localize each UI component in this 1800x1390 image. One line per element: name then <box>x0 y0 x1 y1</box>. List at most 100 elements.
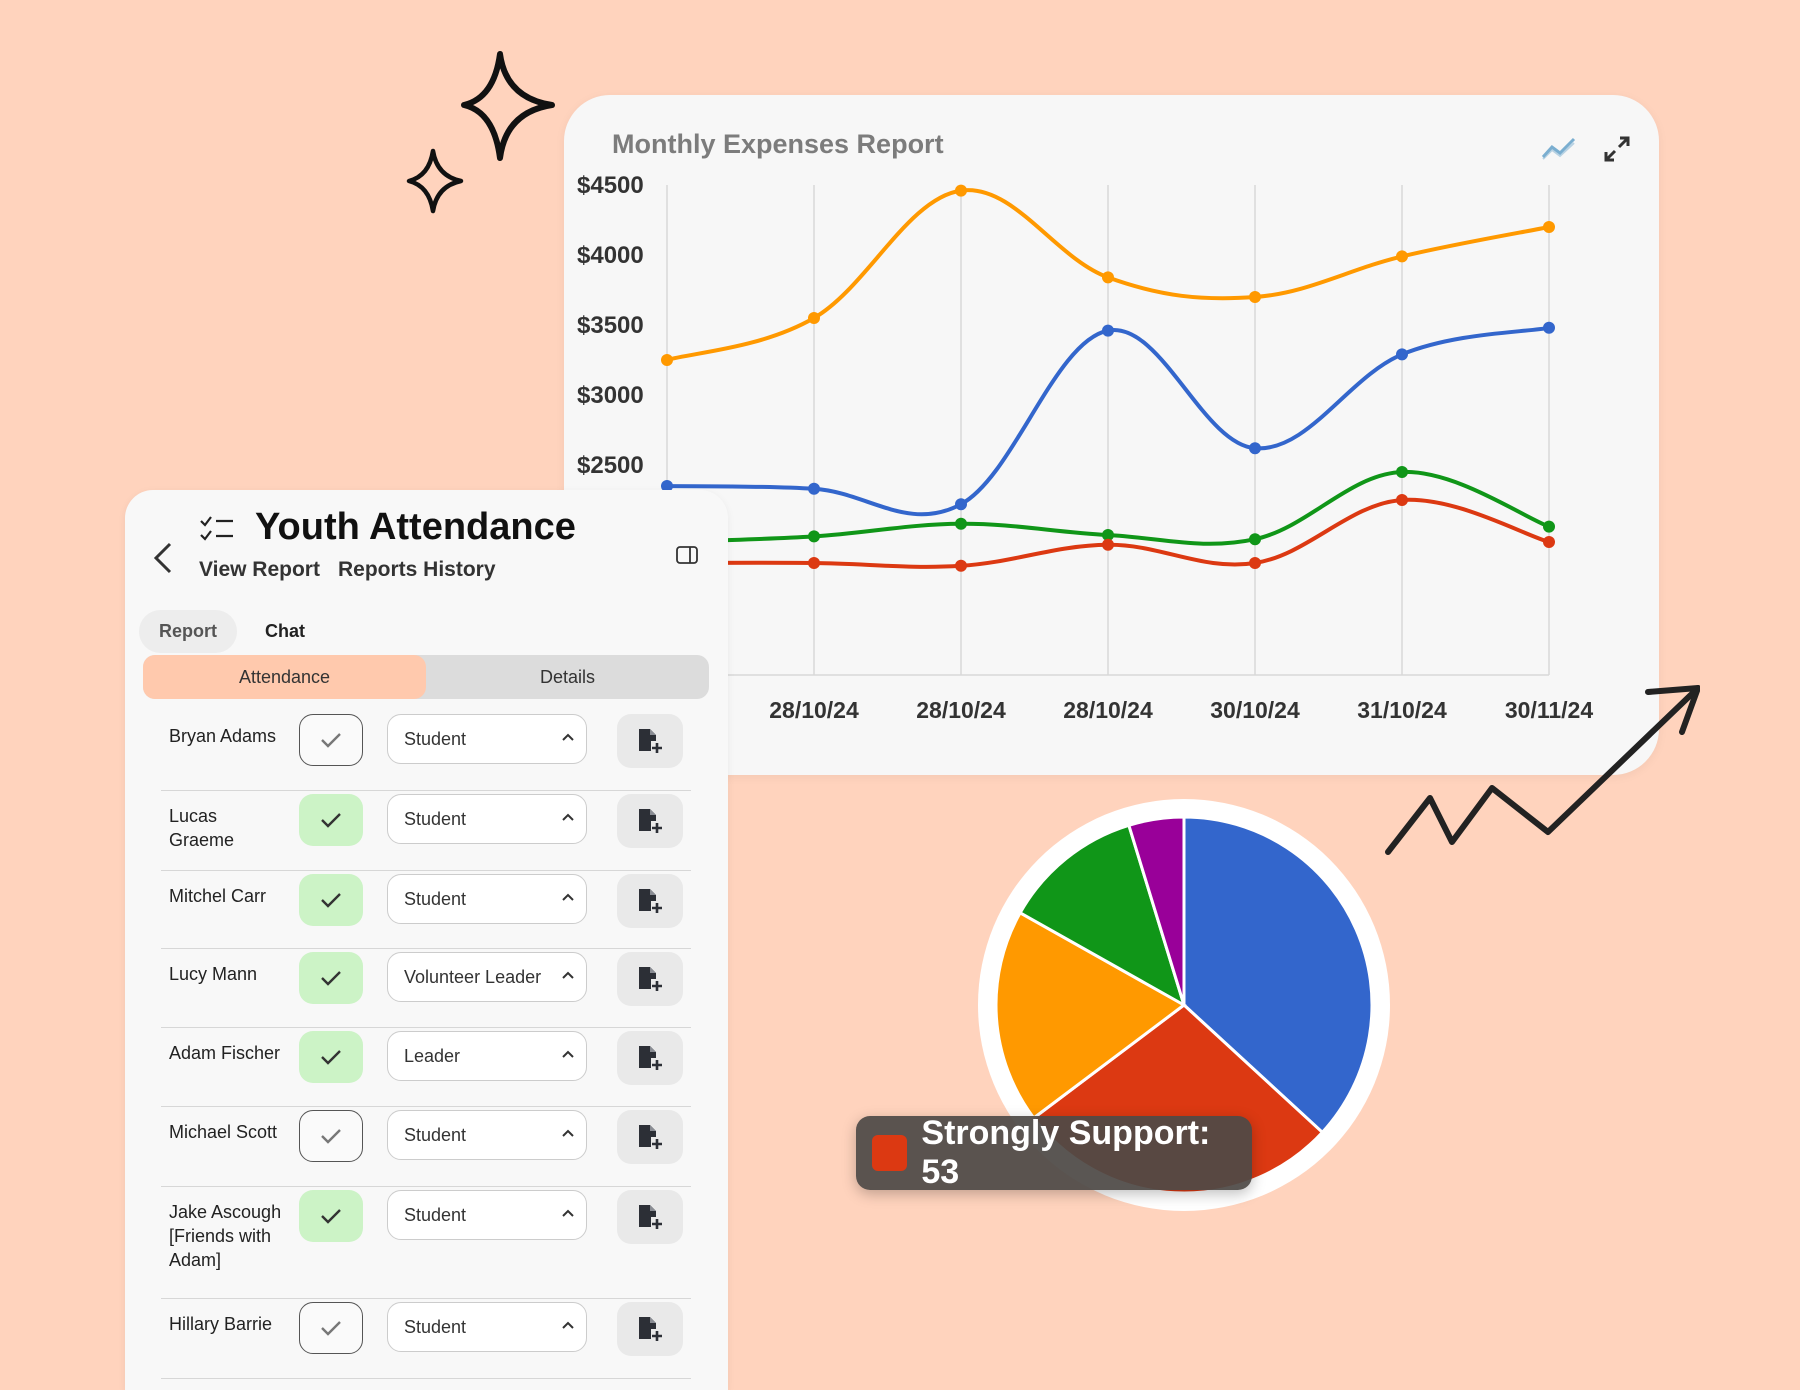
attendance-row: Jake Ascough [Friends with Adam] Student <box>161 1186 691 1299</box>
tab-report[interactable]: Report <box>139 610 237 653</box>
data-point <box>1249 533 1261 546</box>
role-value: Student <box>404 729 467 749</box>
pie-chart <box>976 797 1392 1213</box>
role-value: Student <box>404 1317 467 1337</box>
segment-details[interactable]: Details <box>539 666 596 687</box>
chevron-up-icon <box>562 1209 574 1217</box>
growth-arrow-icon <box>1385 685 1700 855</box>
segmented-control: Attendance Details <box>143 655 709 699</box>
segment-attendance[interactable]: Attendance <box>143 655 426 699</box>
attendance-checkbox[interactable] <box>299 1031 363 1083</box>
role-value: Student <box>404 1205 467 1225</box>
data-point <box>808 482 820 495</box>
sidebar-toggle-icon[interactable] <box>676 546 698 564</box>
check-icon <box>321 733 341 748</box>
chevron-up-icon <box>562 1321 574 1329</box>
role-select[interactable]: Student <box>387 794 587 844</box>
data-point <box>808 557 820 569</box>
attendee-name: Michael Scott <box>169 1122 278 1142</box>
attendance-row: Adam Fischer Leader <box>161 1027 691 1107</box>
attendee-name: Mitchel Carr <box>169 886 267 906</box>
line-chart: $4500$4000$3500$3000$2500$200028/10/2428… <box>577 172 1593 723</box>
attendance-checkbox[interactable] <box>299 874 363 926</box>
tooltip-swatch <box>872 1135 908 1171</box>
role-select[interactable]: Leader <box>387 1031 587 1081</box>
check-icon <box>321 1209 341 1224</box>
role-select[interactable]: Student <box>387 1302 587 1352</box>
attendee-name: Adam Fischer <box>169 1043 281 1063</box>
add-document-icon <box>639 1125 662 1149</box>
role-select[interactable]: Student <box>387 874 587 924</box>
add-note-button[interactable] <box>617 1031 683 1085</box>
data-point <box>808 312 820 324</box>
view-report-link[interactable]: View Report <box>199 558 320 581</box>
x-tick-label: 28/10/24 <box>769 697 859 723</box>
chart-title: Monthly Expenses Report <box>612 129 944 159</box>
role-select[interactable]: Student <box>387 1110 587 1160</box>
y-tick-label: $4000 <box>577 242 644 269</box>
attendance-checkbox[interactable] <box>299 952 363 1004</box>
attendee-name: Bryan Adams <box>169 726 277 746</box>
role-select[interactable]: Student <box>387 714 587 764</box>
attendance-checkbox[interactable] <box>299 794 363 846</box>
check-icon <box>321 1321 341 1336</box>
role-value: Student <box>404 889 467 909</box>
add-note-button[interactable] <box>617 1302 683 1356</box>
sparkle-large-icon <box>461 51 555 161</box>
pie-slice-1[interactable] <box>1182 815 1374 1135</box>
attendance-checkbox[interactable] <box>299 1302 363 1354</box>
data-point <box>1543 520 1555 533</box>
data-point <box>955 498 967 511</box>
attendance-checkbox[interactable] <box>299 1190 363 1242</box>
add-note-button[interactable] <box>617 952 683 1006</box>
expand-icon[interactable] <box>1603 135 1631 163</box>
attendance-checkbox[interactable] <box>299 714 363 766</box>
attendance-checkbox[interactable] <box>299 1110 363 1162</box>
data-point <box>808 530 820 543</box>
data-point <box>661 354 673 366</box>
back-arrow-icon[interactable] <box>151 540 175 576</box>
role-select[interactable]: Volunteer Leader <box>387 952 587 1002</box>
check-icon <box>321 813 341 828</box>
data-point <box>1102 271 1114 284</box>
data-point <box>955 517 967 530</box>
tooltip-label: Strongly Support: 53 <box>921 1114 1211 1191</box>
check-icon <box>321 893 341 908</box>
pie-slice-5[interactable] <box>1126 815 1186 1006</box>
x-tick-label: 28/10/24 <box>916 697 1006 723</box>
data-point <box>1396 250 1408 263</box>
y-tick-label: $2500 <box>577 452 644 479</box>
add-note-button[interactable] <box>617 1190 683 1244</box>
attendance-row: Lucy Mann Volunteer Leader <box>161 948 691 1028</box>
tab-chat[interactable]: Chat <box>265 621 305 641</box>
chevron-up-icon <box>562 893 574 901</box>
data-point <box>955 559 967 572</box>
y-tick-label: $3000 <box>577 382 644 409</box>
data-point <box>1543 221 1555 233</box>
data-point <box>1543 321 1555 334</box>
x-tick-label: 30/10/24 <box>1210 697 1300 723</box>
chevron-up-icon <box>562 971 574 979</box>
data-point <box>1543 536 1555 548</box>
pie-slice-3[interactable] <box>994 910 1187 1121</box>
check-icon <box>321 971 341 986</box>
data-point <box>1102 538 1114 551</box>
trend-line-icon[interactable] <box>1541 135 1577 161</box>
add-note-button[interactable] <box>617 714 683 768</box>
reports-history-link[interactable]: Reports History <box>337 558 496 581</box>
add-note-button[interactable] <box>617 794 683 848</box>
role-select[interactable]: Student <box>387 1190 587 1240</box>
data-point <box>1396 466 1408 478</box>
add-document-icon <box>639 809 662 833</box>
attendance-row: Michael Scott Student <box>161 1106 691 1187</box>
pie-slice-4[interactable] <box>1018 823 1187 1009</box>
check-icon <box>321 1050 341 1065</box>
add-note-button[interactable] <box>617 874 683 928</box>
x-tick-label: 31/10/24 <box>1357 697 1447 723</box>
add-document-icon <box>639 729 662 753</box>
attendance-row: Bryan Adams Student <box>161 710 691 791</box>
add-document-icon <box>639 1205 662 1229</box>
data-point <box>1249 291 1261 303</box>
x-tick-label: 30/11/24 <box>1505 697 1593 723</box>
add-note-button[interactable] <box>617 1110 683 1164</box>
